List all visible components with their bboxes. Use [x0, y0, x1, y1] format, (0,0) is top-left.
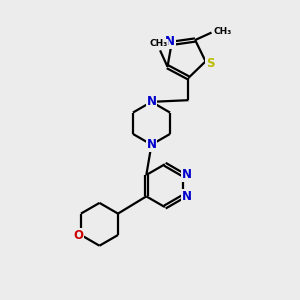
Text: CH₃: CH₃	[149, 39, 168, 48]
Text: N: N	[182, 190, 192, 203]
Text: S: S	[206, 57, 214, 70]
Text: N: N	[165, 35, 175, 48]
Text: O: O	[73, 229, 83, 242]
Text: N: N	[146, 138, 157, 151]
Text: N: N	[182, 169, 192, 182]
Text: CH₃: CH₃	[214, 27, 232, 36]
Text: N: N	[146, 95, 157, 108]
